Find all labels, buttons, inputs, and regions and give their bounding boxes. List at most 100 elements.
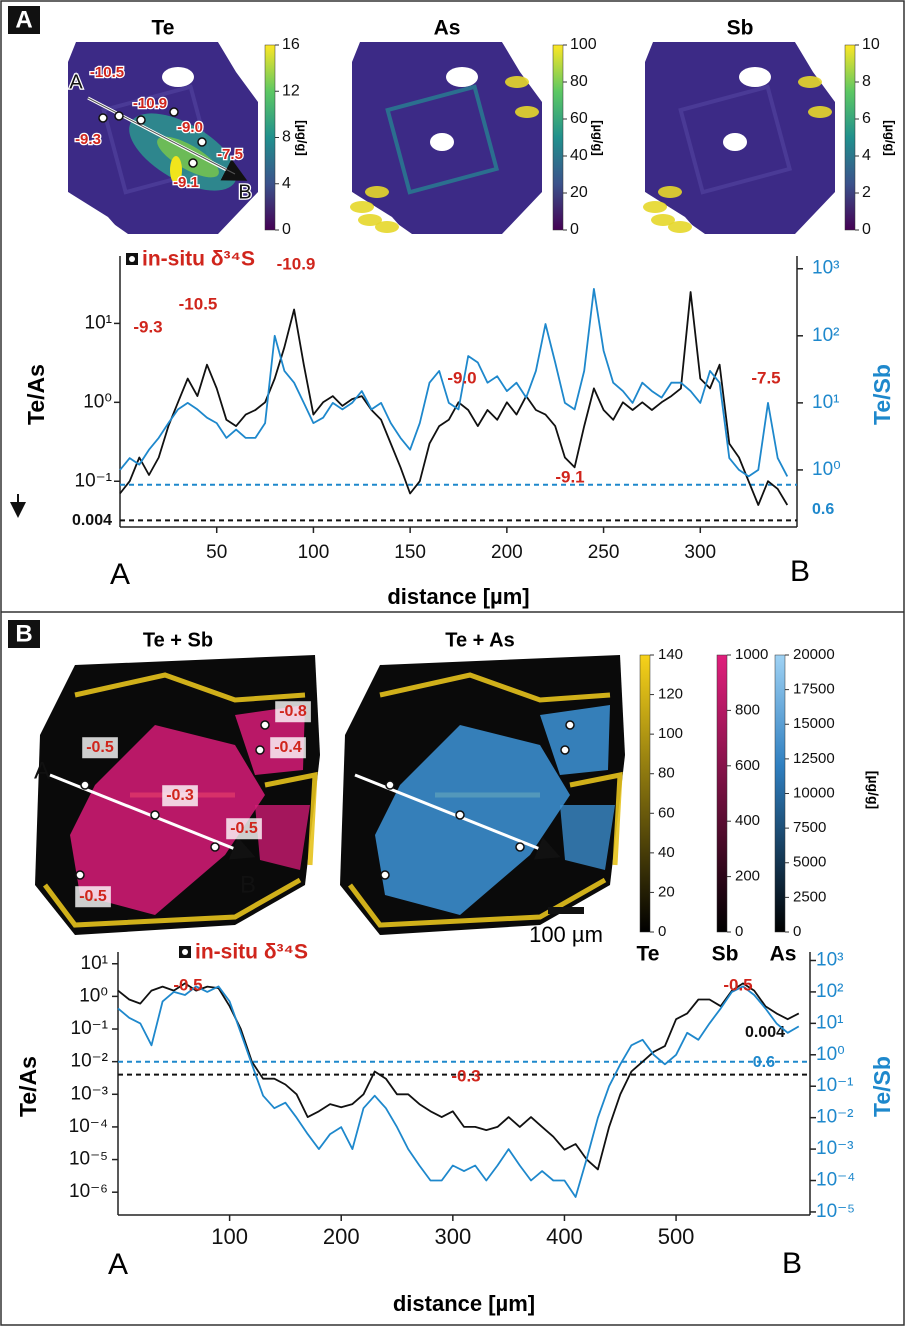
colorbar — [639, 654, 651, 933]
colorbar-tick-label: 16 — [282, 36, 300, 53]
colorbar-tick-label: 60 — [570, 110, 588, 127]
map-title: Te + As — [445, 629, 514, 651]
x-tick-label: 150 — [394, 542, 426, 563]
colorbar-tick-label: 10000 — [793, 784, 835, 801]
map-hotspot — [170, 156, 182, 184]
colorbar-tick-label: 12500 — [793, 750, 835, 767]
map-title: Sb — [727, 17, 754, 40]
colorbar-tick-label: 0 — [570, 221, 579, 238]
sample-spot — [565, 720, 575, 730]
map-label: -10.9 — [133, 95, 167, 112]
sample-spot — [210, 842, 220, 852]
scale-bar-label: 100 µm — [529, 922, 603, 947]
map-label-box — [275, 701, 311, 723]
map-void — [228, 202, 258, 234]
panel-label-box — [8, 6, 40, 34]
colorbar-tick-label: 80 — [570, 73, 588, 90]
y-tick-label: 10⁻¹ — [71, 1018, 109, 1039]
annotation: -0.5 — [173, 975, 202, 994]
sample-spot — [114, 111, 124, 121]
threshold-label: 0.6 — [753, 1054, 775, 1071]
colorbar-tick-label: 10 — [862, 36, 880, 53]
sample-spot — [169, 107, 179, 117]
x-tick-label: 300 — [434, 1224, 471, 1249]
y-axis-title: Te/As — [23, 364, 49, 425]
y-tick-label: 10⁻¹ — [75, 470, 113, 491]
map-hotspot — [157, 136, 219, 178]
x-tick-label: 400 — [546, 1224, 583, 1249]
colorbar-unit: [µg/g] — [591, 120, 606, 156]
colorbar-tick-label: 400 — [735, 812, 760, 829]
y-tick-label: 10¹ — [85, 312, 112, 333]
colorbar-tick-label: 0 — [862, 221, 871, 238]
map-hotspot — [798, 76, 822, 88]
colorbar — [716, 654, 728, 933]
colorbar-tick-label: 140 — [658, 646, 683, 663]
colorbar-unit: [µg/g] — [295, 120, 310, 156]
map-hole — [446, 67, 478, 87]
colorbar-tick-label: 20 — [658, 883, 675, 900]
y2-tick-label: 10⁻² — [816, 1107, 854, 1128]
colorbar-tick-label: 17500 — [793, 681, 835, 698]
map-void — [218, 42, 258, 92]
colorbar-tick-label: 20 — [570, 184, 588, 201]
map-void — [795, 42, 835, 92]
map-label-box — [226, 818, 262, 840]
map-hotspot — [515, 106, 539, 118]
colorbar-tick-label: 15000 — [793, 715, 835, 732]
y2-tick-label: 10¹ — [812, 392, 839, 413]
map-void — [805, 202, 835, 234]
map-core — [540, 705, 610, 775]
y2-tick-label: 10⁻³ — [816, 1138, 854, 1159]
map-label: -0.5 — [86, 739, 114, 756]
map-title: Te — [152, 17, 175, 40]
map-hotspot — [430, 133, 454, 151]
annotation: -0.5 — [723, 975, 752, 994]
y2-tick-label: 10⁻⁴ — [816, 1170, 855, 1191]
sample-spot — [255, 745, 265, 755]
colorbar-tick-label: 12 — [282, 82, 300, 99]
colorbar — [774, 654, 786, 933]
map-label: A — [69, 71, 83, 93]
sample-spot — [80, 780, 90, 790]
map-void — [502, 42, 542, 92]
x-axis-title: distance [µm] — [387, 584, 529, 609]
annotation: -0.3 — [451, 1066, 480, 1085]
y-tick-label: 10⁻³ — [71, 1083, 109, 1104]
data-line — [117, 982, 800, 1171]
colorbar-tick-label: 600 — [735, 757, 760, 774]
colorbar — [844, 44, 856, 231]
colorbar-tick-label: 4 — [862, 147, 871, 164]
section-line-inner — [87, 97, 236, 175]
threshold-label: 0.004 — [72, 512, 112, 529]
sample-spot — [380, 870, 390, 880]
y2-tick-label: 10³ — [816, 950, 843, 971]
y-tick-label: 10⁰ — [83, 391, 112, 412]
colorbar-tick-label: 0 — [282, 221, 291, 238]
map-hotspot — [651, 214, 675, 226]
colorbar-tick-label: 8 — [862, 73, 871, 90]
legend-marker-dot — [182, 949, 188, 955]
colorbar-tick-label: 5000 — [793, 854, 826, 871]
sample-spot — [515, 842, 525, 852]
x-tick-label: 100 — [211, 1224, 248, 1249]
colorbar-tick-label: 100 — [658, 725, 683, 742]
colorbar-tick-label: 20000 — [793, 646, 835, 663]
map-label: -9.3 — [75, 131, 101, 148]
y2-tick-label: 10⁻¹ — [816, 1075, 854, 1096]
threshold-label: 0.004 — [745, 1024, 785, 1041]
map-hotspot — [658, 186, 682, 198]
map-hotspot — [643, 201, 667, 213]
sample-spot — [385, 780, 395, 790]
map-hotspot — [358, 214, 382, 226]
y2-tick-label: 10² — [812, 325, 839, 346]
data-line — [119, 291, 789, 506]
annotation: -10.9 — [277, 254, 316, 273]
map-label: -0.5 — [79, 888, 107, 905]
map-title: Te + Sb — [143, 629, 213, 651]
colorbar-tick-label: 7500 — [793, 819, 826, 836]
annotation: -9.3 — [133, 317, 162, 336]
map-hotspot — [365, 186, 389, 198]
map-hotspot — [350, 201, 374, 213]
map-hole — [162, 67, 194, 87]
